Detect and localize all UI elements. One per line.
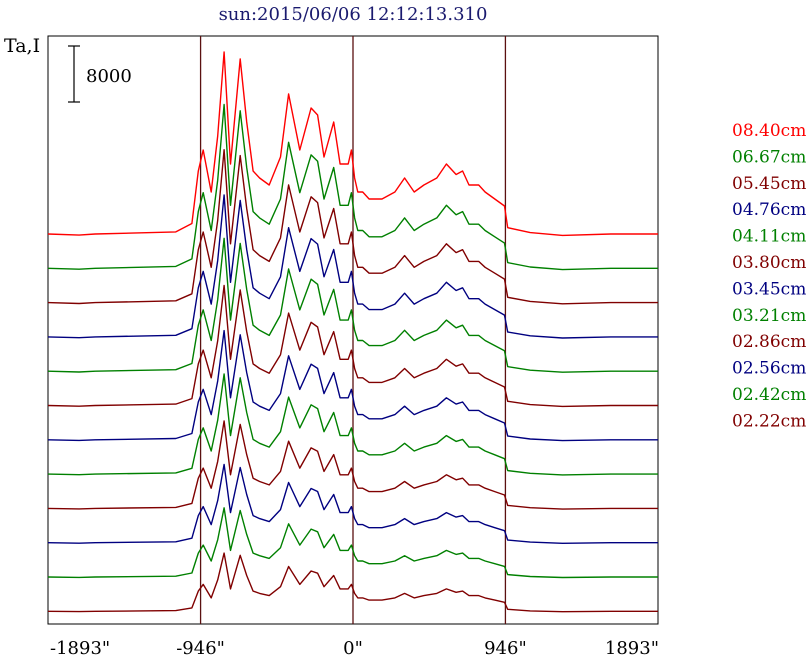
legend: 08.40cm 06.67cm 05.45cm 04.76cm 04.11cm 03.80… <box>732 121 806 431</box>
x-tick-label-0: -1893" <box>50 638 110 659</box>
series-line-1 <box>47 103 658 271</box>
x-tick-label-4: 1893" <box>605 638 659 659</box>
legend-entry-7: 03.21cm <box>732 306 806 326</box>
series-line-4 <box>47 237 658 373</box>
series-line-9 <box>47 463 658 544</box>
x-tick-label-3: 946" <box>484 638 527 659</box>
series-line-6 <box>47 329 658 442</box>
series-lines <box>47 51 658 613</box>
legend-entry-8: 02.86cm <box>732 332 806 352</box>
legend-entry-0: 08.40cm <box>732 121 806 141</box>
series-line-7 <box>47 373 658 476</box>
chart-title: sun:2015/06/06 12:12:13.310 <box>219 4 488 25</box>
legend-entry-10: 02.42cm <box>732 385 806 405</box>
series-line-3 <box>47 194 658 339</box>
legend-entry-1: 06.67cm <box>732 147 806 167</box>
legend-entry-5: 03.80cm <box>732 253 806 273</box>
scale-bar: 8000 <box>68 45 132 103</box>
series-line-0 <box>47 51 658 237</box>
series-line-5 <box>47 284 658 408</box>
series-line-10 <box>47 507 658 579</box>
x-tick-label-2: 0" <box>343 638 363 659</box>
legend-entry-4: 04.11cm <box>732 227 806 247</box>
series-line-11 <box>47 552 658 613</box>
x-tick-label-1: -946" <box>176 638 225 659</box>
x-tick-labels: -1893" -946" 0" 946" 1893" <box>50 638 659 659</box>
vertical-reference-lines <box>199 36 507 624</box>
series-line-8 <box>47 420 658 510</box>
scale-bar-label: 8000 <box>86 66 132 87</box>
legend-entry-2: 05.45cm <box>732 174 806 194</box>
y-axis-label: Ta,I <box>4 35 40 57</box>
plot-area <box>47 35 659 625</box>
legend-entry-11: 02.22cm <box>732 411 806 431</box>
legend-entry-3: 04.76cm <box>732 200 806 220</box>
series-line-2 <box>47 148 658 305</box>
legend-entry-6: 03.45cm <box>732 279 806 299</box>
legend-entry-9: 02.56cm <box>732 359 806 379</box>
